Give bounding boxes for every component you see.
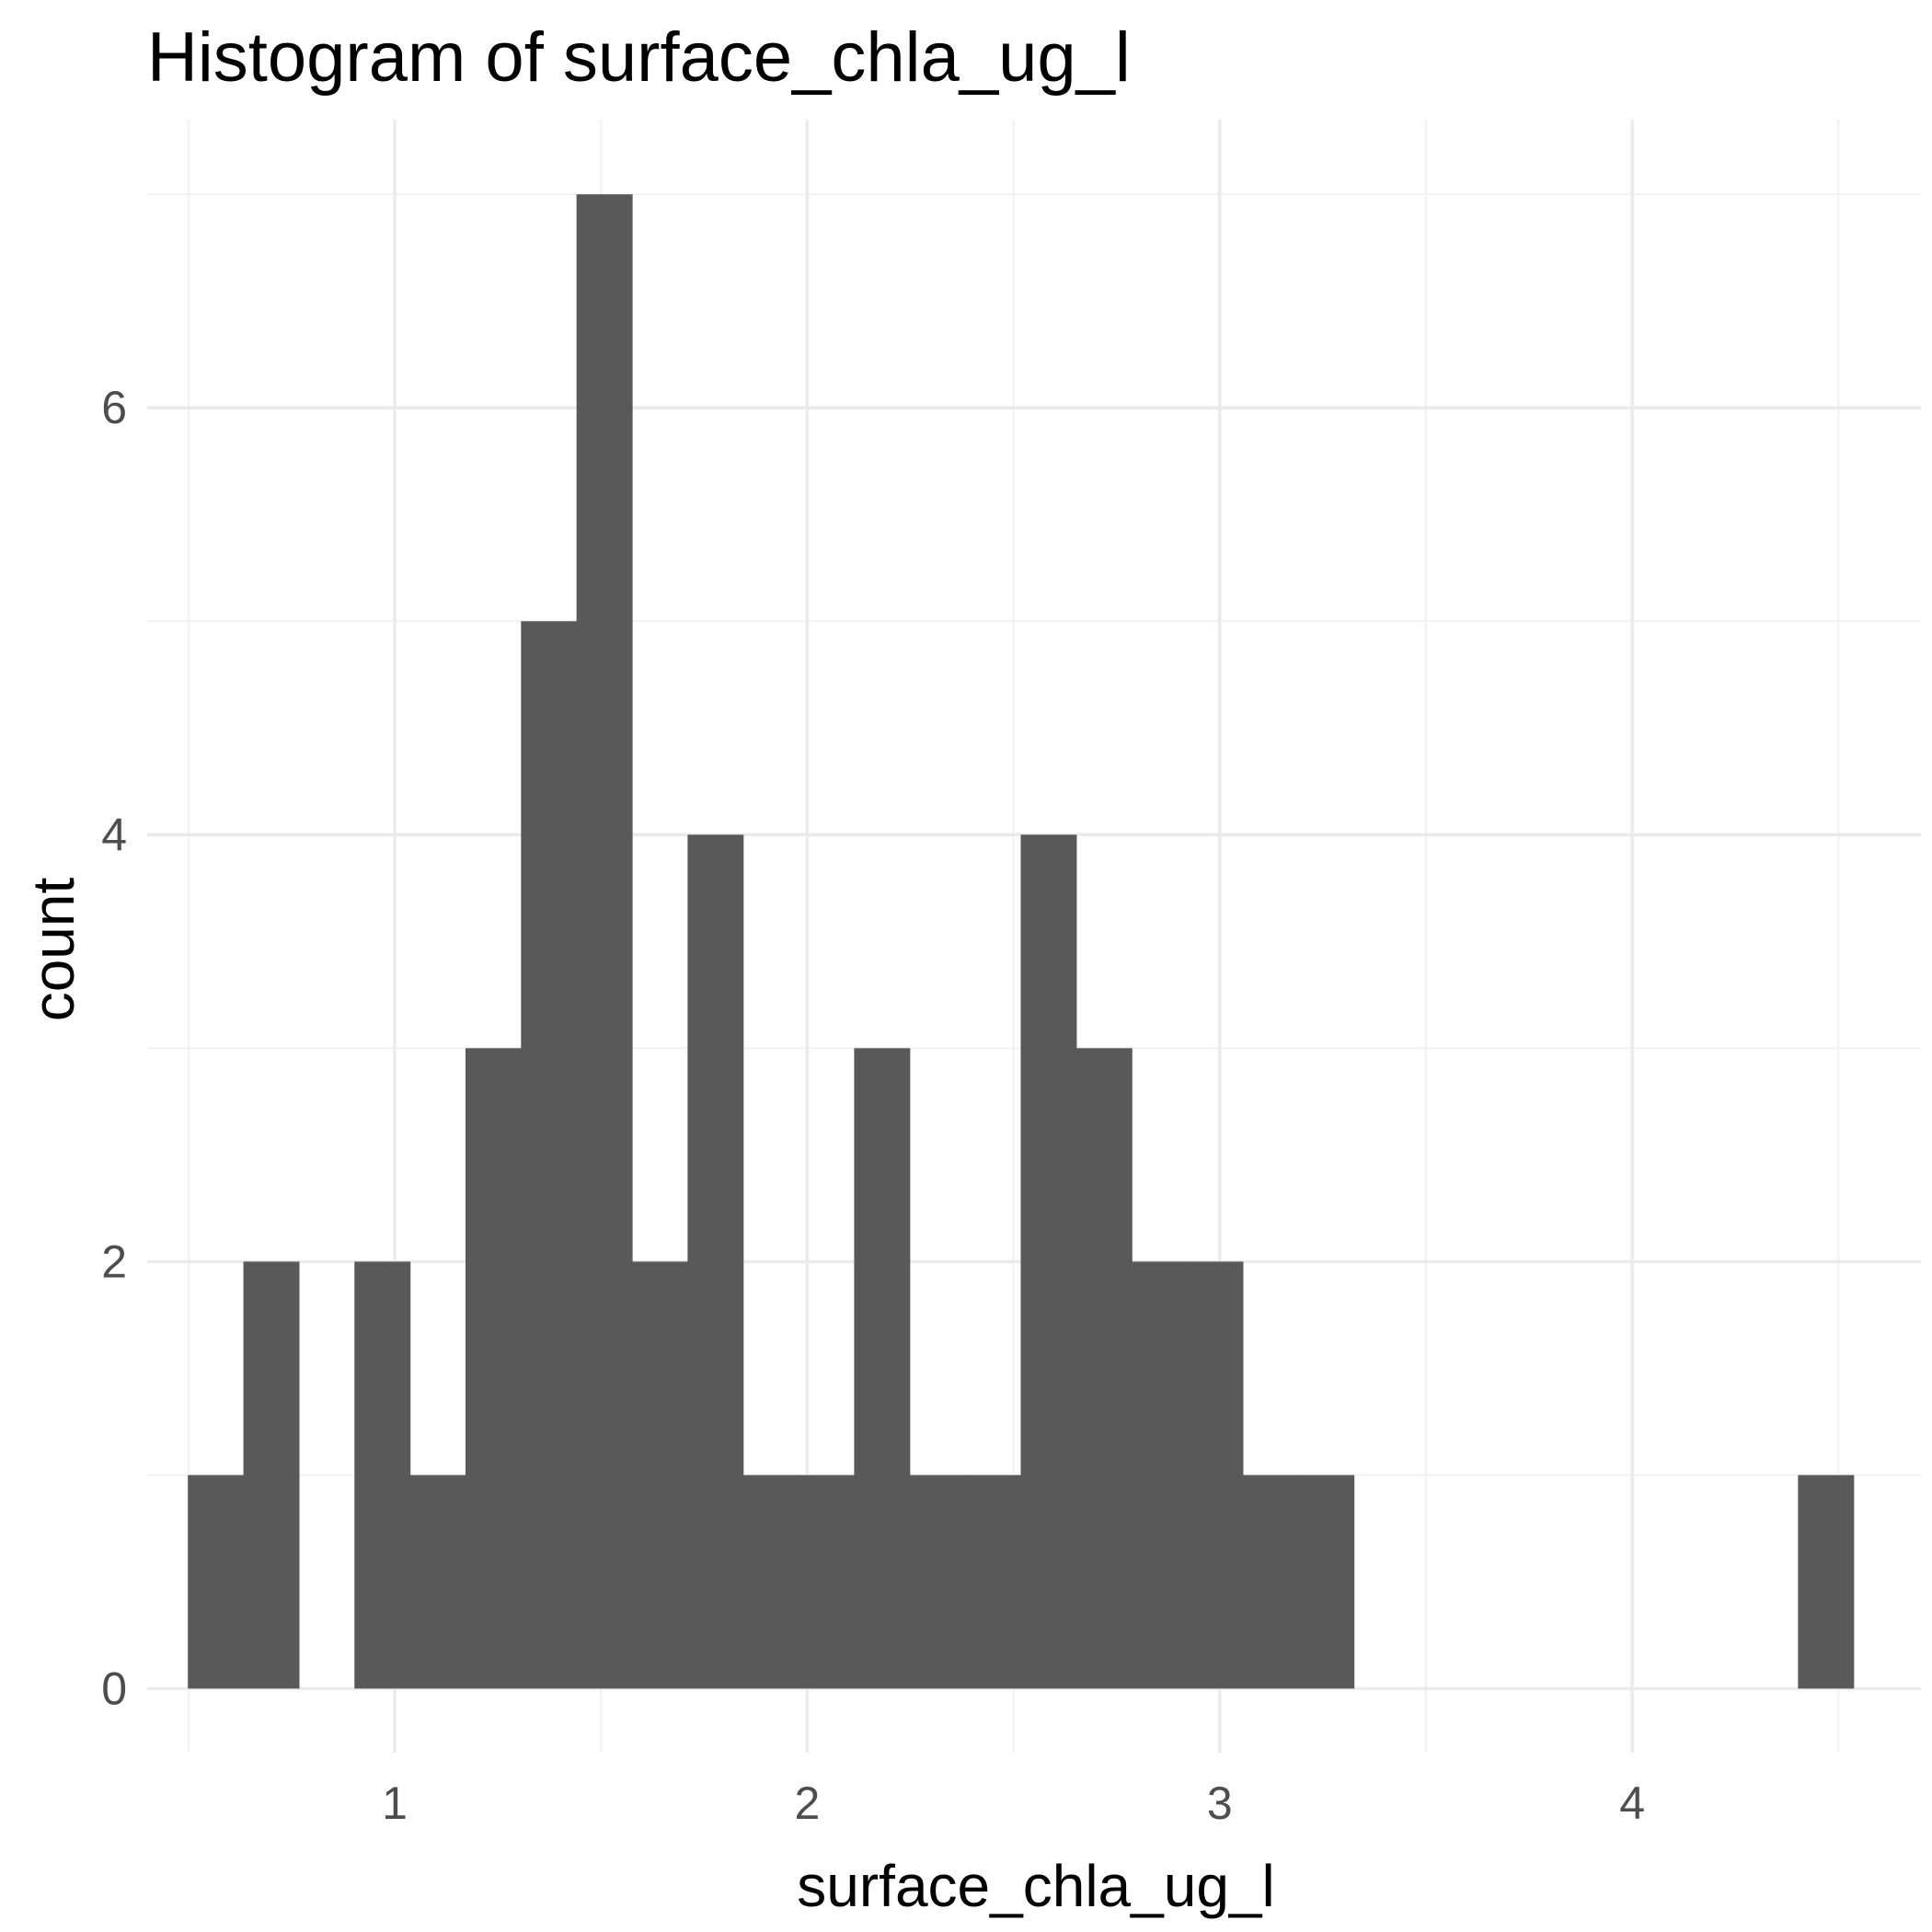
histogram-bar (354, 1261, 411, 1689)
histogram-bar (632, 1261, 688, 1689)
histogram-bar (1132, 1261, 1189, 1689)
histogram-bar (1798, 1475, 1855, 1689)
histogram-bar (687, 834, 744, 1689)
histogram-bar (1020, 834, 1077, 1689)
bars-layer (188, 194, 1855, 1689)
histogram-bar (1187, 1261, 1244, 1689)
histogram-bar (188, 1475, 245, 1689)
histogram-bar (854, 1048, 911, 1689)
histogram-bar (1075, 1048, 1133, 1689)
y-tick-label: 2 (101, 1236, 127, 1287)
histogram-bar (742, 1475, 799, 1689)
y-tick-label: 6 (101, 382, 127, 433)
x-tick-label: 4 (1619, 1777, 1645, 1829)
x-tick-label: 1 (382, 1777, 408, 1829)
histogram-bar (521, 621, 578, 1689)
histogram-bar (909, 1475, 966, 1689)
y-tick-label: 4 (101, 809, 127, 860)
x-tick-label: 3 (1207, 1777, 1233, 1829)
y-axis-title: count (20, 878, 86, 1022)
histogram-bar (409, 1475, 466, 1689)
histogram-bar (799, 1475, 856, 1689)
histogram-bar (243, 1261, 300, 1689)
y-tick-label: 0 (101, 1662, 127, 1714)
histogram-bar (576, 194, 633, 1689)
x-tick-label: 2 (794, 1777, 820, 1829)
histogram-bar (1298, 1475, 1355, 1689)
x-axis-title: surface_chla_ug_l (797, 1853, 1274, 1919)
histogram-bar (1242, 1475, 1299, 1689)
histogram-bar (965, 1475, 1022, 1689)
ticks-layer: 1 2 3 4 0 2 4 6 (101, 382, 1645, 1829)
histogram-bar (465, 1048, 522, 1689)
chart-title: Histogram of surface_chla_ug_l (147, 18, 1131, 97)
